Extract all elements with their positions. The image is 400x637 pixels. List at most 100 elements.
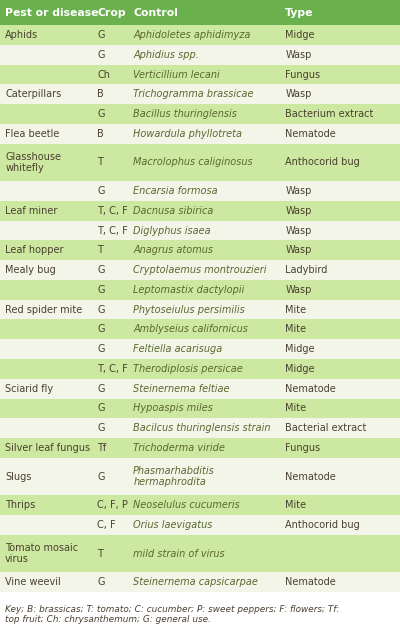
Text: G: G [97, 383, 105, 394]
Text: Neoselulus cucumeris: Neoselulus cucumeris [133, 500, 240, 510]
Text: Bacillus thuringlensis: Bacillus thuringlensis [133, 109, 237, 119]
Text: Dacnusa sibirica: Dacnusa sibirica [133, 206, 214, 216]
Text: Encarsia formosa: Encarsia formosa [133, 186, 218, 196]
Bar [0, 181, 400, 201]
Bar [0, 300, 400, 320]
Bar [0, 496, 400, 515]
Bar [0, 261, 400, 280]
Text: Mite: Mite [285, 403, 306, 413]
Bar [0, 359, 400, 379]
Text: G: G [97, 577, 105, 587]
Text: Midge: Midge [285, 30, 315, 40]
Text: Mite: Mite [285, 304, 306, 315]
Text: Slugs: Slugs [5, 471, 32, 482]
Text: mild strain of virus: mild strain of virus [133, 548, 225, 559]
Text: Wasp: Wasp [285, 245, 312, 255]
Bar [0, 592, 400, 637]
Text: G: G [97, 471, 105, 482]
Text: Sciarid fly: Sciarid fly [5, 383, 53, 394]
Text: Nematode: Nematode [285, 577, 336, 587]
Text: Macrolophus caliginosus: Macrolophus caliginosus [133, 157, 253, 168]
Bar [0, 379, 400, 399]
Text: Wasp: Wasp [285, 225, 312, 236]
Bar [0, 340, 400, 359]
Text: Bacterium extract: Bacterium extract [285, 109, 374, 119]
Text: G: G [97, 344, 105, 354]
Text: Glasshouse
whitefly: Glasshouse whitefly [5, 152, 61, 173]
Bar [0, 144, 400, 181]
Bar [0, 399, 400, 419]
Text: T, C, F: T, C, F [97, 206, 128, 216]
Bar [0, 320, 400, 340]
Bar [0, 45, 400, 64]
Text: Cryptolaemus montrouzieri: Cryptolaemus montrouzieri [133, 265, 267, 275]
Text: Nematode: Nematode [285, 129, 336, 139]
Text: Verticillium lecani: Verticillium lecani [133, 69, 220, 80]
Bar [0, 438, 400, 458]
Text: G: G [97, 324, 105, 334]
Text: T: T [97, 245, 103, 255]
Text: Leaf miner: Leaf miner [5, 206, 58, 216]
Text: Crop: Crop [97, 8, 126, 18]
Text: Vine weevil: Vine weevil [5, 577, 61, 587]
Text: Fungus: Fungus [285, 443, 320, 453]
Text: Steinernema capsicarpae: Steinernema capsicarpae [133, 577, 258, 587]
Text: Amblyseius californicus: Amblyseius californicus [133, 324, 248, 334]
Text: Feltiella acarisuga: Feltiella acarisuga [133, 344, 222, 354]
Text: Mite: Mite [285, 500, 306, 510]
Bar [0, 104, 400, 124]
Text: Anthocorid bug: Anthocorid bug [285, 520, 360, 530]
Text: T, C, F: T, C, F [97, 364, 128, 374]
Bar [0, 241, 400, 261]
Text: Tf: Tf [97, 443, 106, 453]
Bar [0, 280, 400, 300]
Text: T: T [97, 548, 103, 559]
Text: G: G [97, 186, 105, 196]
Text: Fungus: Fungus [285, 69, 320, 80]
Text: B: B [97, 129, 104, 139]
Text: G: G [97, 109, 105, 119]
Text: Red spider mite: Red spider mite [5, 304, 82, 315]
Bar [0, 458, 400, 496]
Text: Tomato mosaic
virus: Tomato mosaic virus [5, 543, 78, 564]
Bar [0, 515, 400, 535]
Text: Bacterial extract: Bacterial extract [285, 423, 366, 433]
Text: G: G [97, 304, 105, 315]
Bar [0, 220, 400, 241]
Text: Wasp: Wasp [285, 186, 312, 196]
Text: Mealy bug: Mealy bug [5, 265, 56, 275]
Text: Ladybird: Ladybird [285, 265, 328, 275]
Text: Phasmarhabditis
hermaphrodita: Phasmarhabditis hermaphrodita [133, 466, 215, 487]
Text: Ch: Ch [97, 69, 110, 80]
Bar [0, 201, 400, 220]
Text: Phytoseiulus persimilis: Phytoseiulus persimilis [133, 304, 245, 315]
Text: Nematode: Nematode [285, 383, 336, 394]
Text: Wasp: Wasp [285, 89, 312, 99]
Bar [0, 64, 400, 85]
Text: Aphidius spp.: Aphidius spp. [133, 50, 199, 60]
Text: Howardula phyllotreta: Howardula phyllotreta [133, 129, 242, 139]
Text: Aphids: Aphids [5, 30, 38, 40]
Text: B: B [97, 89, 104, 99]
Text: Steinernema feltiae: Steinernema feltiae [133, 383, 230, 394]
Text: Trichoderma viride: Trichoderma viride [133, 443, 225, 453]
Text: Midge: Midge [285, 364, 315, 374]
Text: Diglyphus isaea: Diglyphus isaea [133, 225, 211, 236]
Text: Leptomastix dactylopii: Leptomastix dactylopii [133, 285, 244, 295]
Text: C, F: C, F [97, 520, 116, 530]
Text: Anthocorid bug: Anthocorid bug [285, 157, 360, 168]
Text: Therodiplosis persicae: Therodiplosis persicae [133, 364, 243, 374]
Bar [0, 25, 400, 45]
Text: T: T [97, 157, 103, 168]
Text: Pest or disease: Pest or disease [5, 8, 99, 18]
Text: Silver leaf fungus: Silver leaf fungus [5, 443, 90, 453]
Text: G: G [97, 50, 105, 60]
Text: Key; B: brassicas; T: tomato; C: cucumber; P: sweet peppers; F: flowers; Tf:
top: Key; B: brassicas; T: tomato; C: cucumbe… [5, 605, 340, 624]
Bar [0, 0, 400, 25]
Text: G: G [97, 285, 105, 295]
Text: Caterpillars: Caterpillars [5, 89, 62, 99]
Text: G: G [97, 30, 105, 40]
Text: Leaf hopper: Leaf hopper [5, 245, 64, 255]
Bar [0, 535, 400, 573]
Text: Wasp: Wasp [285, 50, 312, 60]
